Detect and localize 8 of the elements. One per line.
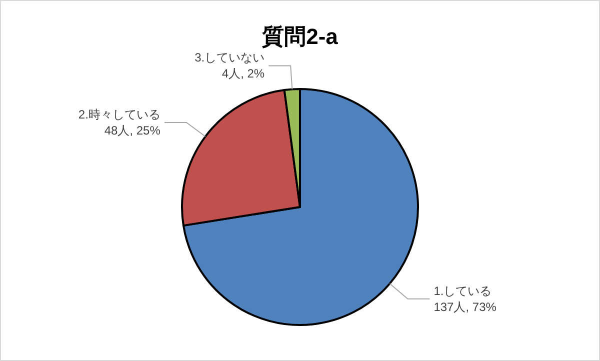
slice-label: 1.している <box>434 284 492 298</box>
data-label: 137人, 73% <box>434 300 497 314</box>
pie-slice <box>182 88 419 326</box>
data-label: 48人, 25% <box>104 123 161 138</box>
slice-label: 2.時々している <box>78 107 160 122</box>
data-label: 4人, 2% <box>222 66 265 81</box>
chart-title: 質問2-a <box>261 24 339 49</box>
slice-label: 3.していない <box>194 50 265 65</box>
